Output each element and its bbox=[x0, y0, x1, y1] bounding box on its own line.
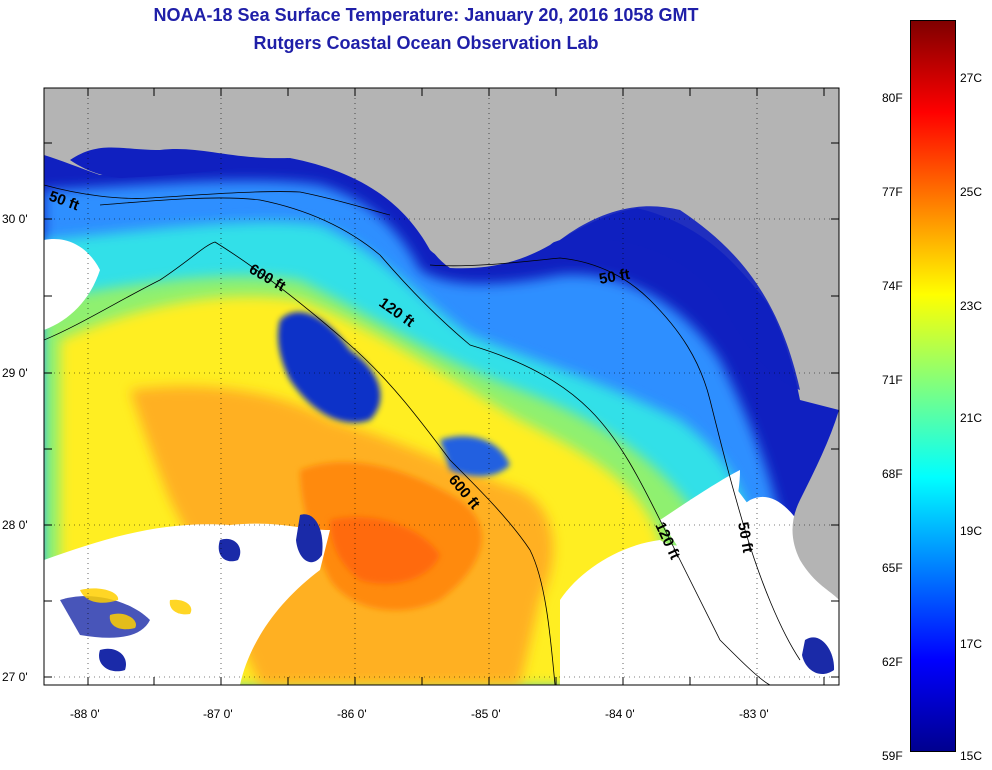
contour-50ft-west bbox=[44, 184, 391, 216]
colorbar-c-label: 19C bbox=[960, 524, 983, 538]
colorbar-f-label: 80F bbox=[882, 91, 903, 105]
colorbar-f-label: 65F bbox=[882, 561, 903, 575]
contour-50ft-east bbox=[429, 257, 801, 661]
colorbar-c-label: 15C bbox=[960, 749, 983, 763]
warm-specks bbox=[80, 588, 192, 630]
colorbar-c-label: 21C bbox=[960, 411, 983, 425]
colorbar-c-label: 25C bbox=[960, 185, 983, 199]
lon-label: -86 0' bbox=[337, 707, 367, 721]
colorbar-f-label: 59F bbox=[882, 749, 903, 763]
colorbar-f-label: 62F bbox=[882, 655, 903, 669]
colorbar-c-label: 27C bbox=[960, 71, 983, 85]
lon-label: -85 0' bbox=[471, 707, 501, 721]
map-title: NOAA-18 Sea Surface Temperature: January… bbox=[153, 5, 699, 25]
contour-600ft bbox=[44, 241, 556, 685]
colorbar-f-label: 71F bbox=[882, 373, 903, 387]
bathymetry-contours bbox=[44, 184, 801, 685]
lat-label: 30 0' bbox=[2, 212, 28, 226]
lat-label: 29 0' bbox=[2, 366, 28, 380]
colorbar-f-label: 74F bbox=[882, 279, 903, 293]
temperature-colorbar bbox=[910, 20, 956, 752]
lon-label: -88 0' bbox=[70, 707, 100, 721]
map-frame bbox=[43, 87, 840, 686]
lon-label: -83 0' bbox=[739, 707, 769, 721]
colorbar-c-label: 23C bbox=[960, 299, 983, 313]
lon-label: -87 0' bbox=[203, 707, 233, 721]
colorbar-f-label: 68F bbox=[882, 467, 903, 481]
contour-120ft bbox=[99, 197, 771, 685]
peninsula-land bbox=[792, 410, 839, 600]
lat-label: 28 0' bbox=[2, 518, 28, 532]
bigbend-cold-water bbox=[560, 206, 800, 390]
axis-ticks bbox=[44, 88, 839, 685]
contour-label: 50 ft bbox=[598, 266, 631, 288]
coast-land bbox=[44, 88, 839, 410]
lat-label: 27 0' bbox=[2, 670, 28, 684]
lon-label: -84 0' bbox=[605, 707, 635, 721]
colorbar-c-label: 17C bbox=[960, 637, 983, 651]
map-subtitle: Rutgers Coastal Ocean Observation Lab bbox=[253, 33, 599, 53]
nearshore-cold-water bbox=[70, 147, 290, 178]
contour-label: 50 ft bbox=[734, 521, 756, 554]
sst-field bbox=[44, 150, 839, 685]
colorbar-f-label: 77F bbox=[882, 185, 903, 199]
